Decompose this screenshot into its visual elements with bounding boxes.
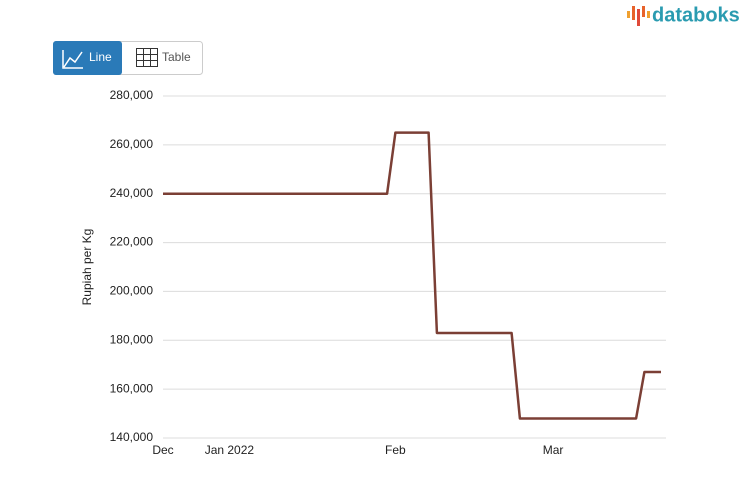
y-tick-label: 240,000 (110, 186, 154, 200)
brand-logo: databoks (627, 4, 740, 26)
y-tick-label: 180,000 (110, 332, 154, 346)
x-tick-label: Mar (543, 443, 564, 457)
button-label[interactable]: Line (89, 50, 112, 64)
y-tick-label: 160,000 (110, 381, 154, 395)
data-line (163, 131, 661, 420)
brand: databoks (652, 4, 740, 26)
y-axis-label: Rupiah per Kg (80, 229, 94, 306)
line-icon (62, 50, 83, 69)
x-tick-label: Jan 2022 (205, 443, 255, 457)
y-tick-label: 200,000 (110, 284, 154, 298)
y-tick-label: 260,000 (110, 137, 154, 151)
y-tick-label: 220,000 (110, 235, 154, 249)
table-button[interactable]: Table (136, 48, 191, 67)
y-tick-label: 140,000 (110, 430, 154, 444)
line-button[interactable] (53, 41, 122, 75)
button-label[interactable]: Table (162, 50, 191, 64)
y-tick-label: 280,000 (110, 88, 154, 102)
x-tick-label: Dec (152, 443, 173, 457)
x-tick-label: Feb (385, 443, 406, 457)
